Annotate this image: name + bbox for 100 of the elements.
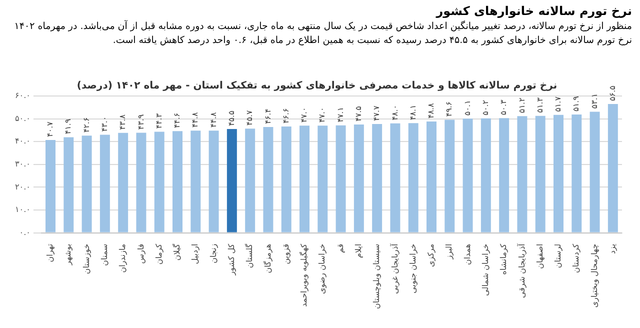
bar — [480, 118, 491, 232]
data-label: ۴۴.۶ — [172, 112, 182, 128]
data-label: ۴۵.۷ — [245, 109, 254, 126]
x-tick-label: اصفهان — [535, 244, 544, 269]
data-label: ۵۰.۳ — [499, 98, 508, 116]
chart-title: نرخ تورم سالانه خانوارهای کشور — [434, 4, 632, 18]
data-label: ۴۵.۵ — [227, 110, 236, 126]
bar — [426, 122, 436, 232]
bar — [136, 132, 146, 232]
data-label: ۵۰.۱ — [462, 100, 472, 116]
data-label: ۴۳.۹ — [136, 114, 146, 130]
bar — [100, 134, 110, 232]
data-label: ۵۶.۵ — [608, 86, 618, 101]
y-tick-label: ۰.۰ — [19, 228, 30, 237]
bar — [172, 131, 182, 232]
x-tick-label: سمنان — [100, 244, 110, 266]
data-label: ۴۷.۰ — [318, 107, 327, 123]
x-tick-label: مازندران — [118, 244, 128, 273]
data-label: ۴۴.۸ — [208, 112, 218, 128]
data-label: ۵۰.۲ — [481, 100, 490, 116]
bar — [336, 125, 346, 232]
data-label: ۴۱.۹ — [64, 118, 73, 134]
data-label: ۵۱.۹ — [572, 96, 581, 112]
data-label: ۴۹.۶ — [444, 101, 454, 117]
data-label: ۴۳.۰ — [100, 116, 110, 132]
data-label: ۵۱.۲ — [517, 98, 526, 114]
bar — [190, 130, 201, 232]
y-tick-label: ۴۰.۰ — [14, 136, 30, 146]
y-tick-label: ۵۰.۰ — [14, 114, 30, 123]
x-tick-label: کهگیلویه وبویراحمد — [298, 244, 309, 307]
x-tick-label: گیلان — [172, 244, 182, 261]
x-tick-label: کرمانشاه — [499, 244, 508, 275]
x-tick-label: اردبیل — [190, 244, 200, 264]
data-label: ۵۱.۳ — [535, 96, 544, 113]
bar — [390, 123, 400, 232]
data-label: ۵۳.۱ — [590, 93, 599, 109]
x-tick-label: سیستان وبلوچستان — [372, 244, 382, 309]
x-tick-label: آذربایجان شرقی — [516, 243, 526, 298]
bar — [462, 118, 473, 232]
bar — [245, 128, 256, 232]
data-label: ۴۸.۱ — [408, 104, 418, 120]
x-tick-label: ایلام — [354, 244, 364, 258]
data-label: ۴۸.۰ — [390, 104, 400, 120]
data-label: ۴۴.۳ — [154, 112, 164, 129]
bar — [154, 132, 164, 232]
bar — [517, 116, 528, 232]
x-tick-label: تهران — [46, 244, 55, 262]
x-tick-label: خراسان جنوبی — [408, 244, 418, 294]
data-label: ۴۷.۱ — [336, 106, 345, 122]
bar — [208, 130, 219, 232]
x-tick-label: مرکزی — [426, 244, 436, 267]
data-label: ۴۶.۴ — [263, 108, 272, 124]
x-tick-label: گلستان — [244, 244, 254, 268]
bar — [499, 118, 510, 232]
x-tick-label: کرمان — [154, 244, 164, 265]
x-tick-label: کل کشور — [227, 244, 236, 276]
x-tick-label: لرستان — [554, 244, 563, 268]
data-label: ۴۷.۷ — [372, 104, 382, 122]
x-tick-label: هرمزگان — [262, 244, 272, 274]
bar — [354, 124, 364, 232]
bar — [372, 124, 382, 232]
x-tick-label: آذربایجان غربی — [389, 243, 400, 294]
x-tick-label: قزوین — [281, 244, 290, 264]
bar — [554, 114, 564, 232]
y-tick-label: ۶۰.۰ — [14, 91, 30, 100]
data-label: ۴۳.۸ — [118, 114, 128, 130]
x-tick-label: بوشهر — [64, 244, 73, 266]
y-tick-label: ۱۰.۰ — [14, 205, 30, 214]
bar — [608, 104, 618, 232]
bar — [572, 114, 582, 232]
bar — [46, 140, 56, 232]
bar — [444, 120, 455, 232]
bar — [82, 136, 92, 232]
data-label: ۴۸.۸ — [426, 102, 436, 119]
data-label: ۴۲.۶ — [82, 117, 91, 133]
data-label: ۵۱.۷ — [554, 96, 563, 112]
bar — [226, 129, 237, 232]
chart-subtitle: منظور از نرخ تورم سالانه، درصد تغییر میانگین اعداد شاخص قیمت در یک سال منتهی به ماه جاری، نسبت به دوره مشابه قبل از آن می‌باشد. در مهرماه ۱۴۰۲ نرخ تورم سالانه برای خانوارهای کشور به ۴۵.۵ درصد رسیده که نسبت به همین اطلاع در ماه قبل، ۰.۶ واحد درصد کاهش یافته است. — [13, 20, 632, 48]
x-tick-label: چهارمحال وبختیاری — [590, 244, 599, 308]
x-tick-label: خراسان رضوی — [318, 244, 327, 294]
x-tick-label: یزد — [608, 244, 618, 254]
x-tick-label: قم — [336, 244, 345, 253]
bar — [263, 127, 274, 232]
x-tick-label: خراسان شمالی — [481, 244, 490, 296]
y-tick-label: ۲۰.۰ — [14, 182, 30, 192]
bar — [535, 116, 546, 232]
bar — [318, 126, 328, 232]
x-tick-label: فارس — [136, 244, 146, 264]
data-label: ۴۶.۶ — [281, 108, 290, 124]
bar — [590, 112, 600, 232]
x-tick-label: خوزستان — [82, 244, 91, 274]
data-label: ۴۷.۰ — [300, 107, 309, 123]
y-tick-label: ۳۰.۰ — [14, 159, 30, 168]
x-tick-label: همدان — [462, 244, 472, 265]
text: نرخ تورم سالانه کالاها و خدمات مصرفی خانوارهای کشور به تفکیک استان - مهر ماه ۱۴۰۲ (درصد) — [76, 80, 558, 92]
bar — [64, 137, 74, 232]
data-label: ۴۴.۸ — [190, 112, 200, 128]
bar — [281, 126, 292, 232]
bar — [408, 123, 418, 232]
data-label: ۴۷.۵ — [354, 106, 364, 122]
